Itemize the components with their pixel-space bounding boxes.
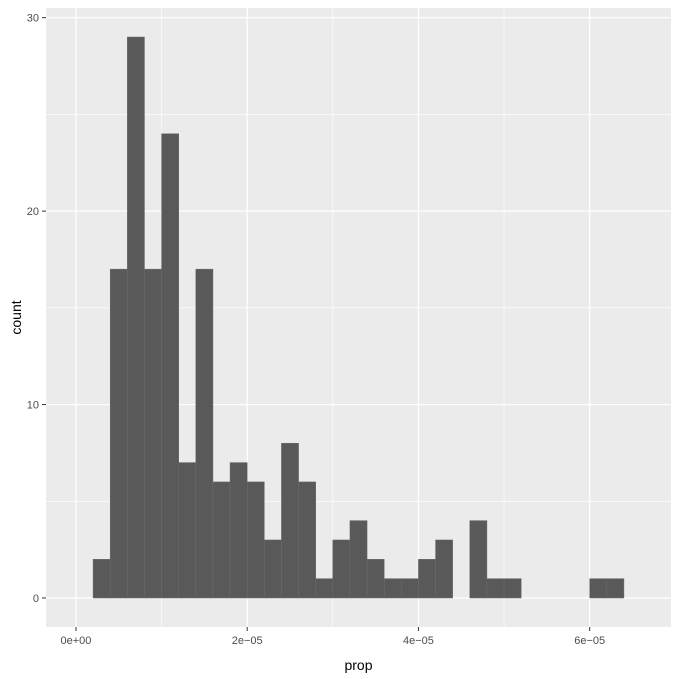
histogram-bar xyxy=(281,442,299,599)
histogram-bars xyxy=(92,36,625,599)
histogram-bar xyxy=(127,36,145,599)
histogram-bar xyxy=(401,578,419,599)
x-tick-label: 2e−05 xyxy=(232,635,263,647)
histogram-bar xyxy=(92,559,111,599)
histogram-bar xyxy=(246,481,265,599)
histogram-bar xyxy=(144,268,162,599)
histogram-bar xyxy=(366,559,385,599)
histogram-bar xyxy=(161,133,179,599)
y-tick-label: 30 xyxy=(27,13,39,25)
histogram-bar xyxy=(383,578,402,599)
y-tick-label: 0 xyxy=(33,593,39,605)
histogram-bar xyxy=(229,462,248,599)
y-axis-ticks: 0 10 20 30 xyxy=(27,13,46,605)
histogram-bar xyxy=(503,578,522,599)
histogram-bar xyxy=(469,520,488,599)
histogram-bar xyxy=(486,578,505,599)
histogram-bar xyxy=(195,268,214,599)
histogram-bar xyxy=(349,520,368,599)
histogram-bar xyxy=(435,539,453,599)
histogram-bar xyxy=(606,578,625,599)
x-tick-label: 4e−05 xyxy=(403,635,434,647)
histogram-bar xyxy=(212,481,231,599)
y-tick-label: 20 xyxy=(27,206,39,218)
histogram-bar xyxy=(264,539,282,599)
y-tick-label: 10 xyxy=(27,400,39,412)
y-axis-title: count xyxy=(8,300,24,334)
histogram-bar xyxy=(332,539,351,599)
x-axis-ticks: 0e+00 2e−05 4e−05 6e−05 xyxy=(61,627,605,647)
histogram-bar xyxy=(298,481,316,599)
histogram-bar xyxy=(589,578,608,599)
histogram-bar xyxy=(178,462,197,599)
x-tick-label: 6e−05 xyxy=(574,635,605,647)
histogram-bar xyxy=(315,578,334,599)
x-tick-label: 0e+00 xyxy=(61,635,92,647)
histogram-bar xyxy=(109,268,128,599)
x-axis-title: prop xyxy=(344,657,372,673)
histogram-bar xyxy=(418,559,436,599)
